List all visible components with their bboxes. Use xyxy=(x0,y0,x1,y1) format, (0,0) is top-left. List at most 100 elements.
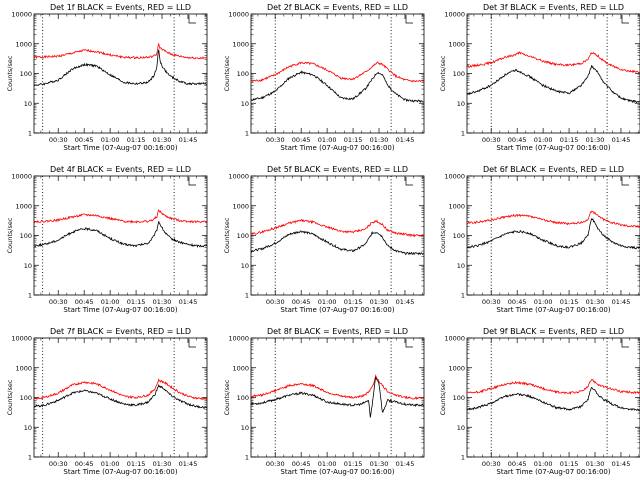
x-axis-label: Start Time (07-Aug-07 00:16:00) xyxy=(63,144,177,152)
y-tick-label: 1 xyxy=(461,454,465,462)
x-tick-label: 01:00 xyxy=(318,136,337,144)
y-tick-label: 1000 xyxy=(15,202,32,210)
y-tick-label: 10 xyxy=(457,424,465,432)
series-line-events xyxy=(33,49,207,87)
x-tick-label: 00:30 xyxy=(266,298,285,306)
series-line-events xyxy=(250,376,424,418)
x-axis-label: Start Time (07-Aug-07 00:16:00) xyxy=(280,468,394,476)
x-axis-label: Start Time (07-Aug-07 00:16:00) xyxy=(63,306,177,314)
corner-mark xyxy=(188,339,196,348)
y-tick-label: 100 xyxy=(20,70,32,78)
x-tick-label: 01:30 xyxy=(370,298,389,306)
x-tick-label: 00:45 xyxy=(508,460,527,468)
corner-mark xyxy=(405,177,413,186)
x-tick-label: 00:30 xyxy=(266,460,285,468)
x-tick-label: 01:45 xyxy=(396,136,415,144)
plot-frame xyxy=(466,175,640,296)
y-tick-label: 10000 xyxy=(444,11,465,19)
x-tick-label: 00:30 xyxy=(49,298,68,306)
corner-mark xyxy=(188,177,196,186)
x-tick-label: 01:15 xyxy=(344,460,363,468)
series-line-lld xyxy=(466,378,640,396)
x-tick-label: 01:30 xyxy=(370,460,389,468)
x-tick-label: 00:45 xyxy=(75,460,94,468)
x-tick-label: 01:30 xyxy=(153,460,172,468)
y-tick-label: 1000 xyxy=(448,364,465,372)
x-tick-label: 01:00 xyxy=(318,298,337,306)
y-tick-label: 100 xyxy=(453,394,465,402)
x-tick-label: 00:30 xyxy=(482,460,501,468)
chart-title: Det 1f BLACK = Events, RED = LLD xyxy=(50,3,191,12)
series-line-events xyxy=(250,230,424,256)
corner-mark xyxy=(621,177,629,186)
series-line-events xyxy=(33,221,207,248)
y-tick-label: 10000 xyxy=(444,335,465,343)
x-tick-label: 01:00 xyxy=(318,460,337,468)
x-tick-label: 01:00 xyxy=(534,136,553,144)
chart-title: Det 6f BLACK = Events, RED = LLD xyxy=(483,165,624,174)
series-line-lld xyxy=(466,210,640,228)
x-tick-label: 00:45 xyxy=(508,298,527,306)
x-tick-label: 01:00 xyxy=(101,136,120,144)
y-tick-label: 10 xyxy=(241,262,249,270)
x-tick-label: 00:30 xyxy=(49,460,68,468)
corner-mark xyxy=(621,15,629,24)
x-tick-label: 01:30 xyxy=(586,460,605,468)
y-tick-label: 10 xyxy=(457,262,465,270)
x-tick-label: 01:15 xyxy=(560,298,579,306)
y-tick-label: 1000 xyxy=(15,40,32,48)
x-tick-label: 01:30 xyxy=(586,136,605,144)
chart-panel: Det 8f BLACK = Events, RED = LLD 1 10 100 10… xyxy=(223,327,425,476)
y-axis-label: Counts/sec xyxy=(223,55,231,91)
plot-frame xyxy=(250,175,425,296)
y-tick-label: 10000 xyxy=(11,11,32,19)
x-axis-label: Start Time (07-Aug-07 00:16:00) xyxy=(63,468,177,476)
y-tick-label: 1 xyxy=(28,130,32,138)
chart-title: Det 3f BLACK = Events, RED = LLD xyxy=(483,3,624,12)
x-tick-label: 01:15 xyxy=(560,136,579,144)
corner-mark xyxy=(188,15,196,24)
x-tick-label: 01:30 xyxy=(153,298,172,306)
y-tick-label: 100 xyxy=(453,232,465,240)
x-tick-label: 01:15 xyxy=(127,460,146,468)
corner-mark xyxy=(405,339,413,348)
y-tick-label: 1 xyxy=(245,130,249,138)
x-tick-label: 00:45 xyxy=(292,460,311,468)
x-tick-label: 01:45 xyxy=(179,460,198,468)
x-tick-label: 01:45 xyxy=(612,136,631,144)
x-tick-label: 00:30 xyxy=(482,298,501,306)
y-tick-label: 1 xyxy=(461,130,465,138)
y-tick-label: 100 xyxy=(453,70,465,78)
x-tick-label: 01:45 xyxy=(179,298,198,306)
x-tick-label: 01:15 xyxy=(344,136,363,144)
series-line-events xyxy=(466,218,640,250)
chart-panel: Det 3f BLACK = Events, RED = LLD 1 10 100 10… xyxy=(439,3,640,152)
y-tick-label: 100 xyxy=(237,232,249,240)
x-axis-label: Start Time (07-Aug-07 00:16:00) xyxy=(280,144,394,152)
x-tick-label: 01:00 xyxy=(101,298,120,306)
y-tick-label: 10 xyxy=(24,424,32,432)
x-tick-label: 01:45 xyxy=(612,298,631,306)
y-axis-label: Counts/sec xyxy=(6,379,14,415)
chart-panel: Det 5f BLACK = Events, RED = LLD 1 10 100 10… xyxy=(223,165,425,314)
plot-frame xyxy=(466,13,640,134)
x-tick-label: 01:00 xyxy=(534,298,553,306)
x-tick-label: 00:45 xyxy=(292,136,311,144)
x-tick-label: 00:45 xyxy=(75,298,94,306)
corner-mark xyxy=(405,15,413,24)
y-axis-label: Counts/sec xyxy=(223,379,231,415)
series-line-events xyxy=(33,384,207,409)
x-tick-label: 01:45 xyxy=(396,460,415,468)
chart-title: Det 5f BLACK = Events, RED = LLD xyxy=(267,165,408,174)
y-tick-label: 1 xyxy=(28,292,32,300)
x-tick-label: 01:15 xyxy=(127,136,146,144)
y-tick-label: 10 xyxy=(24,100,32,108)
y-tick-label: 10000 xyxy=(228,11,249,19)
x-tick-label: 01:15 xyxy=(560,460,579,468)
y-tick-label: 1000 xyxy=(448,202,465,210)
series-line-lld xyxy=(33,42,207,60)
series-line-events xyxy=(250,70,424,103)
y-tick-label: 10000 xyxy=(228,173,249,181)
chart-title: Det 4f BLACK = Events, RED = LLD xyxy=(50,165,191,174)
y-tick-label: 10 xyxy=(241,424,249,432)
